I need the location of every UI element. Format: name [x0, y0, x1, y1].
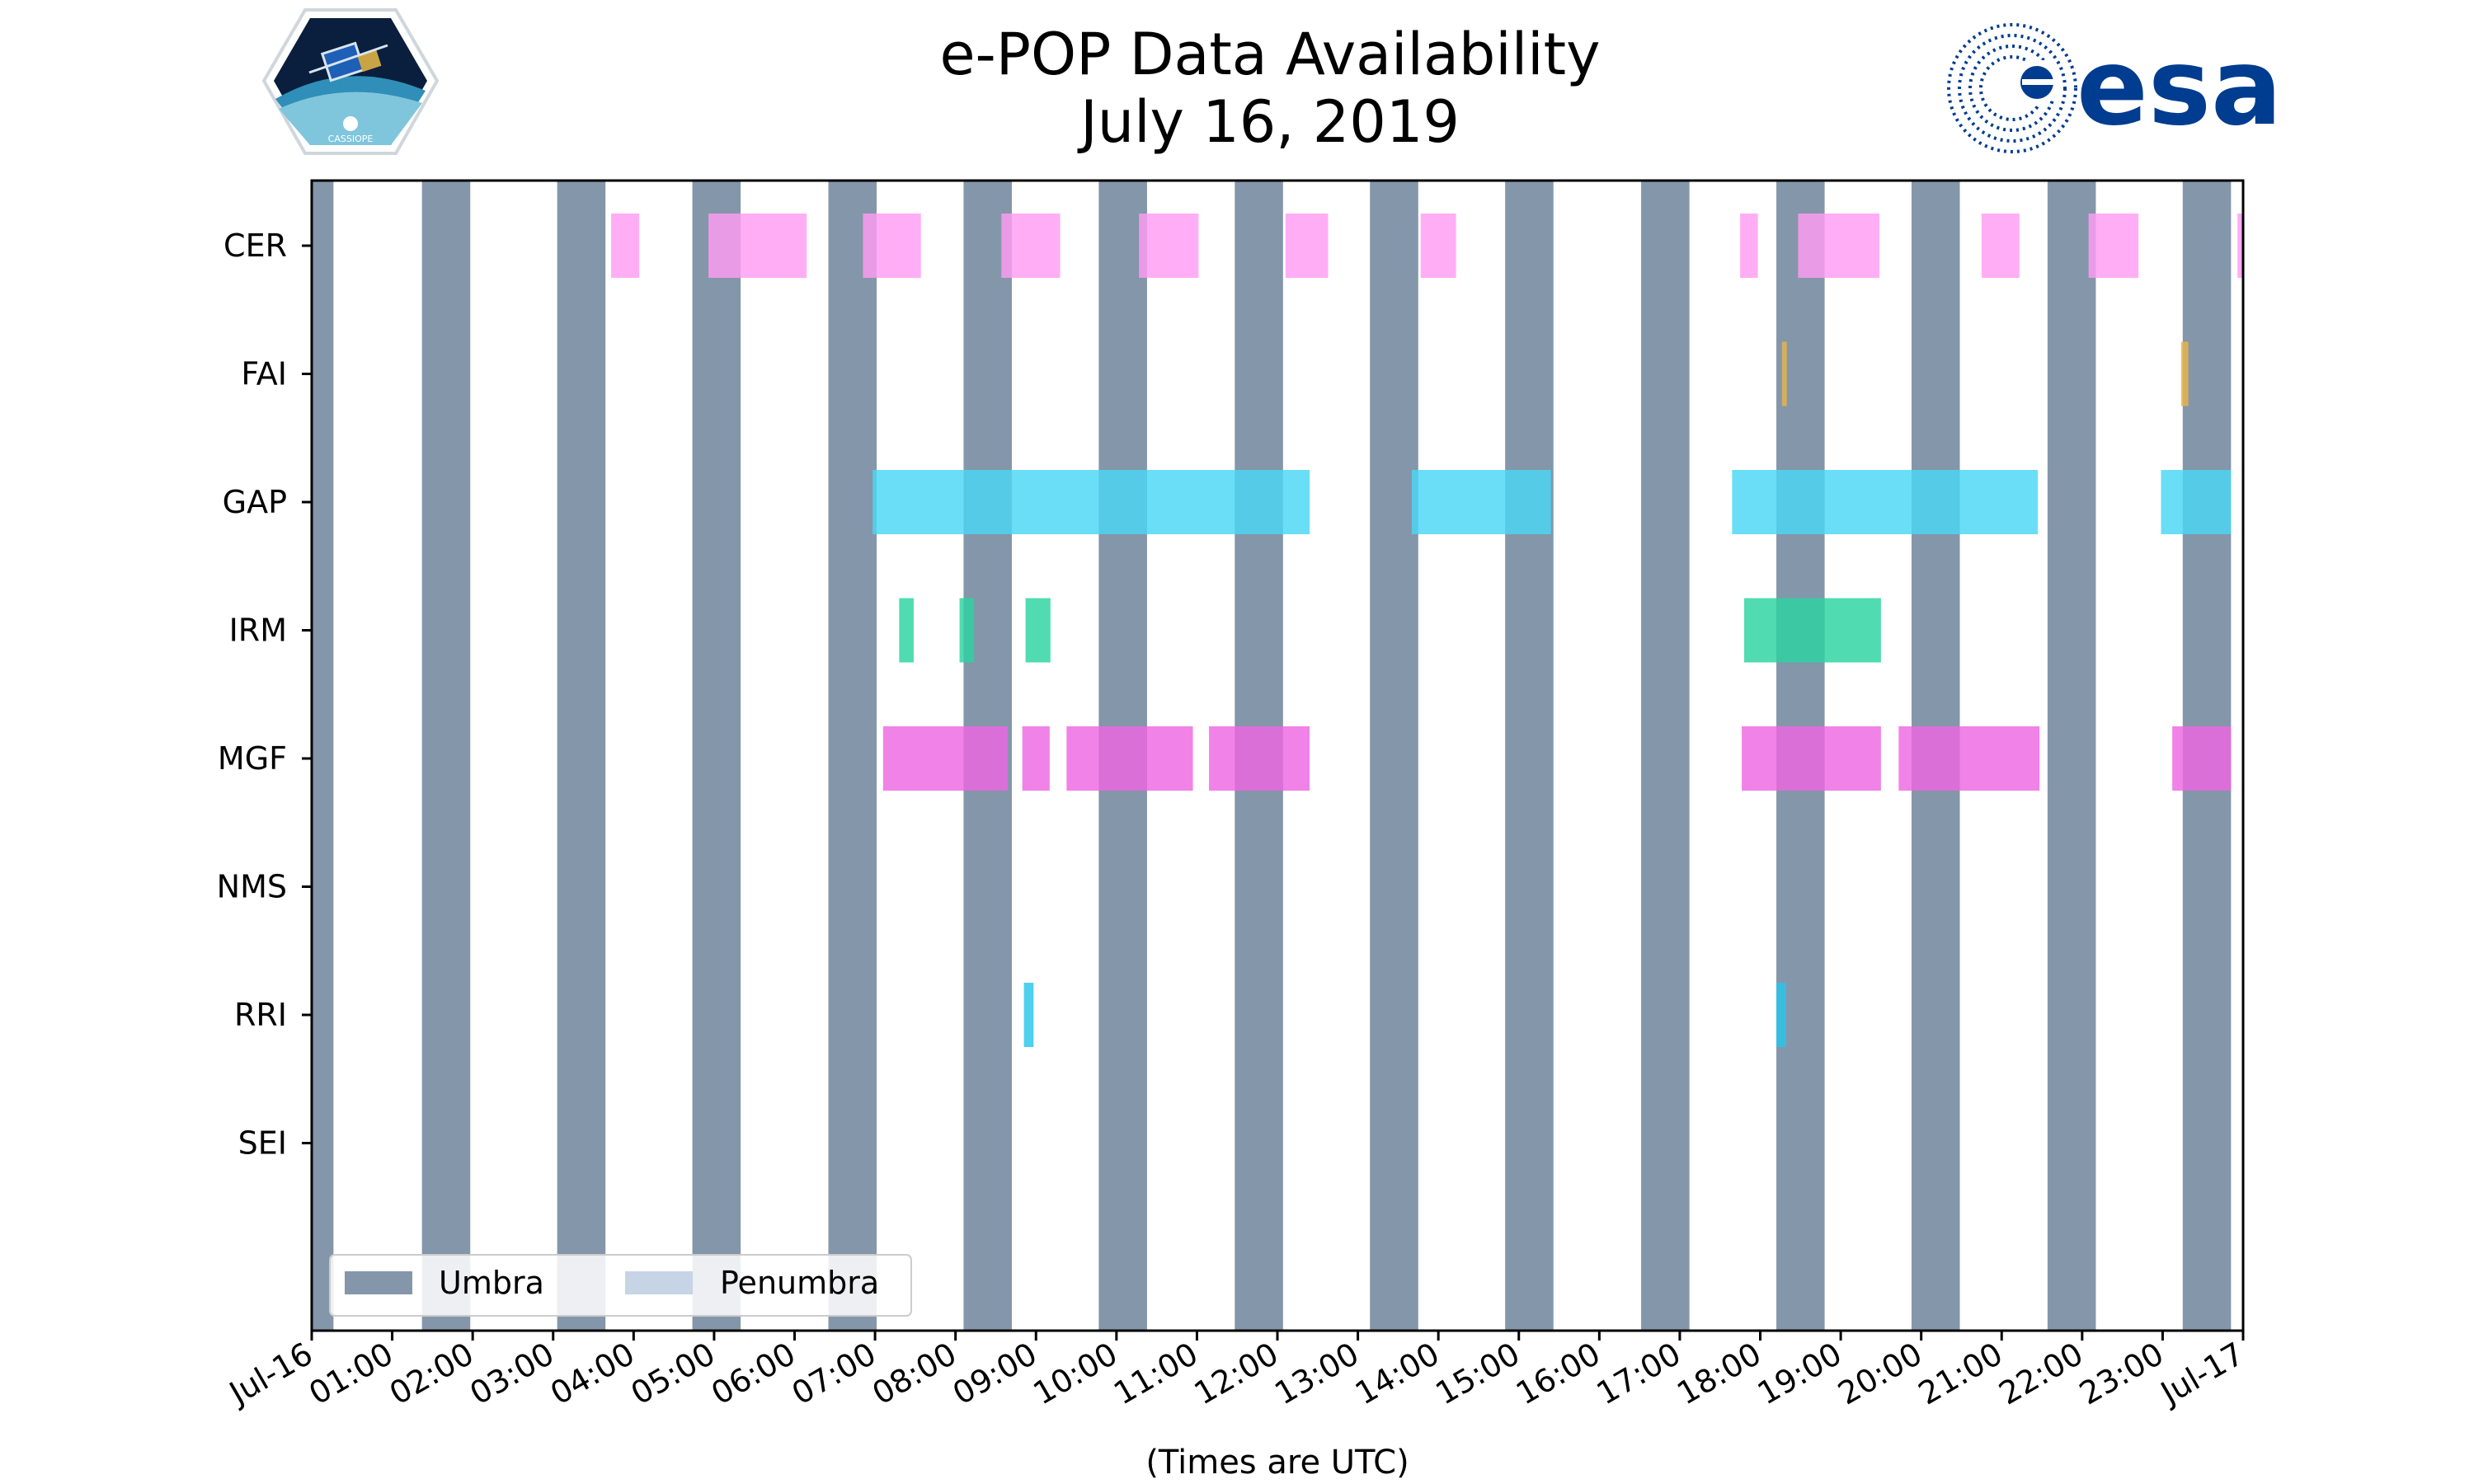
availability-bar-irm [1025, 598, 1051, 663]
x-axis-label: (Times are UTC) [1145, 1444, 1409, 1482]
x-tick-label: 19:00 [1752, 1336, 1848, 1412]
x-tick-label: 04:00 [544, 1336, 641, 1412]
availability-bar-cer [708, 214, 807, 278]
y-tick-label: IRM [229, 613, 287, 649]
x-tick-label: 18:00 [1671, 1336, 1767, 1412]
y-tick-label: NMS [217, 869, 287, 905]
legend-box [329, 1254, 912, 1317]
availability-bar-gap [1411, 470, 1551, 534]
x-tick-label: 13:00 [1268, 1336, 1365, 1412]
x-tick-label: 05:00 [625, 1336, 722, 1412]
availability-bar-gap [2161, 470, 2232, 534]
x-tick-label: 03:00 [463, 1336, 560, 1412]
availability-bar-irm [959, 598, 975, 663]
availability-bar-cer [1798, 214, 1879, 278]
availability-bar-cer [863, 214, 921, 278]
availability-bar-fai [1781, 341, 1787, 406]
x-tick-label: 12:00 [1188, 1336, 1285, 1412]
x-tick-label: 07:00 [786, 1336, 882, 1412]
umbra-band [1505, 181, 1554, 1331]
y-tick-label: MGF [218, 740, 287, 777]
umbra-band [692, 181, 741, 1331]
x-tick-label: 16:00 [1510, 1336, 1606, 1412]
availability-bar-rri [1023, 983, 1034, 1047]
cassiope-logo: CASSIOPE [261, 8, 440, 155]
x-tick-label: Jul-17 [2153, 1336, 2250, 1412]
availability-bar-cer [1420, 214, 1456, 278]
availability-bar-mgf [2172, 726, 2232, 791]
x-tick-label: 20:00 [1832, 1336, 1928, 1412]
chart-title: e-POP Data Availability [939, 21, 1600, 88]
umbra-band [1641, 181, 1690, 1331]
y-tick-label: SEI [238, 1125, 287, 1162]
x-tick-label: 15:00 [1429, 1336, 1526, 1412]
y-tick-label: GAP [223, 484, 287, 520]
x-axis: Jul-1601:0002:0003:0004:0005:0006:0007:0… [222, 1331, 2251, 1412]
x-tick-label: Jul-16 [222, 1336, 318, 1412]
y-tick-label: FAI [241, 356, 287, 392]
x-tick-label: 10:00 [1027, 1336, 1123, 1412]
x-tick-label: 11:00 [1108, 1336, 1204, 1412]
availability-bar-cer [1981, 214, 2020, 278]
availability-bar-mgf [1742, 726, 1881, 791]
legend-umbra-label: Umbra [439, 1265, 544, 1301]
x-tick-label: 08:00 [866, 1336, 962, 1412]
chart-subtitle: July 16, 2019 [1077, 88, 1460, 156]
availability-bar-mgf [1898, 726, 2040, 791]
availability-bar-mgf [1209, 726, 1310, 791]
esa-logo: esa [1947, 23, 2282, 153]
esa-wordmark: esa [2077, 26, 2282, 149]
umbra-band [421, 181, 471, 1331]
x-tick-label: 01:00 [303, 1336, 399, 1412]
availability-bar-cer [1001, 214, 1061, 278]
umbra-band [312, 181, 334, 1331]
availability-bar-mgf [1066, 726, 1193, 791]
x-tick-label: 21:00 [1912, 1336, 2009, 1412]
y-tick-label: RRI [234, 997, 287, 1033]
legend-umbra-swatch [345, 1271, 412, 1294]
x-tick-label: 02:00 [383, 1336, 480, 1412]
x-tick-label: 17:00 [1591, 1336, 1687, 1412]
x-tick-label: 09:00 [947, 1336, 1043, 1412]
umbra-band [828, 181, 877, 1331]
x-tick-label: 23:00 [2073, 1336, 2170, 1412]
availability-bar-cer [611, 214, 640, 278]
availability-bar-cer [1285, 214, 1329, 278]
availability-bar-fai [2180, 341, 2189, 406]
availability-bar-cer [1139, 214, 1199, 278]
availability-bar-irm [1743, 598, 1881, 663]
x-tick-label: 14:00 [1349, 1336, 1446, 1412]
instrument-series [611, 214, 2243, 1047]
x-tick-label: 06:00 [705, 1336, 802, 1412]
legend-penumbra-label: Penumbra [720, 1265, 879, 1301]
availability-bar-gap [872, 470, 1310, 534]
availability-bar-mgf [1022, 726, 1050, 791]
availability-bar-irm [899, 598, 914, 663]
umbra-band [1370, 181, 1418, 1331]
x-tick-label: 22:00 [1992, 1336, 2089, 1412]
umbra-band [557, 181, 606, 1331]
availability-bar-cer [1740, 214, 1758, 278]
legend: Umbra Penumbra [329, 1254, 912, 1317]
availability-bar-mgf [882, 726, 1009, 791]
y-axis: CER FAI GAP IRM MGF NMS RRI SEI [217, 228, 312, 1162]
cassiope-caption: CASSIOPE [328, 134, 374, 144]
umbra-band [2047, 181, 2096, 1331]
legend-penumbra-swatch [625, 1271, 693, 1294]
availability-bar-gap [1732, 470, 2039, 534]
y-tick-label: CER [223, 228, 287, 264]
availability-bar-cer [2088, 214, 2139, 278]
availability-bar-rri [1776, 983, 1786, 1047]
availability-bar-cer [2237, 214, 2243, 278]
